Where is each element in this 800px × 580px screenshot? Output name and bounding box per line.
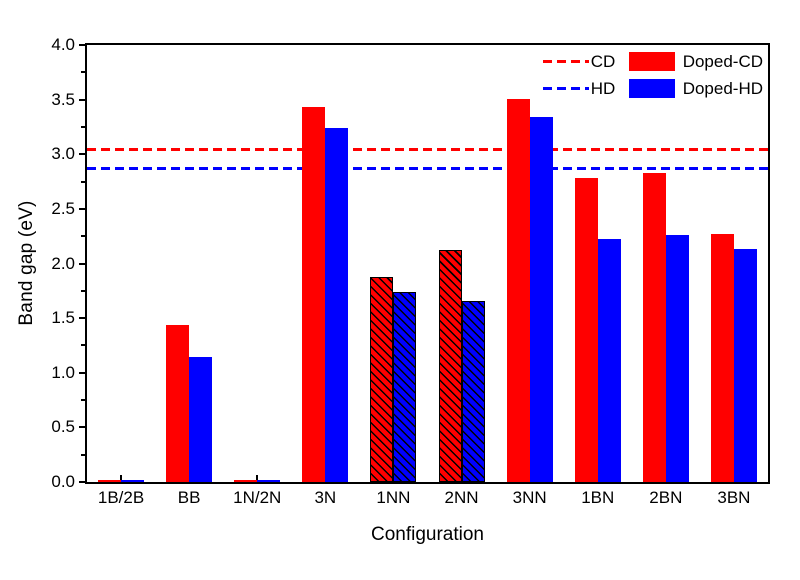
y-minor-tick-1.25: [81, 344, 85, 347]
y-minor-tick-3.25: [81, 125, 85, 128]
y-minor-tick-0.25: [81, 453, 85, 456]
y-minor-tick-3.75: [81, 71, 85, 74]
x-category-label-2nn: 2NN: [444, 488, 479, 507]
y-major-tick-0.5: [79, 426, 85, 429]
y-tick-label-4.0: 4.0: [51, 35, 75, 54]
x-category-label-3bn: 3BN: [717, 488, 751, 507]
y-tick-label-2.0: 2.0: [51, 253, 75, 273]
y-tick-label-3.0: 3.0: [51, 144, 75, 164]
bar-doped-hd-2bn: [665, 235, 689, 482]
legend-label-doped-cd: Doped-CD: [682, 51, 763, 71]
y-major-tick-1: [79, 371, 85, 374]
y-major-tick-3.5: [79, 98, 85, 101]
y-tick-label-2.5: 2.5: [51, 198, 75, 218]
bar-doped-hd-2nn: [461, 300, 485, 482]
bar-doped-cd-3nn: [506, 98, 530, 482]
legend-dash-sample-hd: [542, 87, 589, 90]
y-minor-tick-1.75: [81, 289, 85, 292]
bar-doped-hd-bb: [189, 357, 213, 482]
legend-swatch-doped-hd: [628, 79, 675, 98]
y-tick-label-1.5: 1.5: [51, 308, 75, 328]
reference-line-cd: [87, 148, 768, 152]
y-minor-tick-0.75: [81, 399, 85, 402]
y-major-tick-3: [79, 153, 85, 156]
x-tick-1n-2n: [256, 475, 259, 482]
legend-label-doped-hd: Doped-HD: [682, 78, 763, 98]
y-tick-label-3.5: 3.5: [51, 89, 75, 109]
y-minor-tick-2.75: [81, 180, 85, 183]
bar-doped-cd-3n: [302, 107, 326, 482]
x-tick-1b-2b: [120, 475, 123, 482]
bar-doped-hd-1b-2b: [121, 479, 145, 482]
bar-doped-hd-3bn: [733, 249, 757, 482]
plot-area: CD Doped-CD HD Doped-HD 0.0 0.5 1.0 1.5 2.0 2.5 3…: [51, 36, 770, 507]
legend-row-cd: CD Doped-CD: [542, 48, 763, 75]
bar-doped-hd-1nn: [393, 291, 417, 482]
legend-label-cd: CD: [590, 51, 616, 71]
legend-swatch-doped-cd: [628, 52, 675, 71]
bar-doped-cd-1b-2b: [98, 479, 122, 482]
y-tick-label-0.0: 0.0: [51, 472, 75, 491]
y-major-tick-2: [79, 262, 85, 265]
bar-doped-cd-1n-2n: [234, 479, 258, 482]
y-major-tick-4: [79, 44, 85, 46]
bar-doped-cd-2bn: [642, 172, 666, 482]
x-category-label-2bn: 2BN: [649, 488, 683, 507]
legend-dash-sample-cd: [542, 60, 589, 63]
bar-doped-cd-3bn: [710, 234, 734, 482]
reference-line-hd: [87, 166, 768, 170]
y-minor-tick-2.25: [81, 235, 85, 238]
bar-doped-cd-1nn: [370, 276, 394, 482]
x-category-label-3n: 3N: [314, 488, 337, 507]
y-tick-label-1.0: 1.0: [51, 362, 75, 382]
bar-doped-hd-1n-2n: [257, 479, 281, 482]
x-category-label-1b-2b: 1B/2B: [97, 488, 145, 507]
bar-doped-cd-2nn: [438, 250, 462, 482]
bar-doped-cd-1bn: [574, 178, 598, 482]
y-major-tick-1.5: [79, 317, 85, 320]
bar-doped-hd-3nn: [529, 117, 553, 482]
legend: CD Doped-CD HD Doped-HD: [542, 48, 763, 102]
x-category-label-1bn: 1BN: [581, 488, 615, 507]
x-category-label-3nn: 3NN: [512, 488, 547, 507]
x-axis-title: Configuration: [370, 524, 485, 545]
legend-row-hd: HD Doped-HD: [542, 75, 763, 102]
legend-label-hd: HD: [590, 78, 616, 98]
x-category-label-1n-2n: 1N/2N: [233, 488, 282, 507]
x-category-label-bb: BB: [177, 488, 201, 507]
y-tick-label-0.5: 0.5: [51, 417, 75, 437]
y-major-tick-2.5: [79, 207, 85, 210]
x-category-label-1nn: 1NN: [376, 488, 411, 507]
y-major-tick-0: [79, 481, 85, 483]
bar-doped-cd-bb: [166, 324, 190, 482]
bar-doped-hd-1bn: [597, 239, 621, 482]
bar-doped-hd-3n: [325, 128, 349, 482]
